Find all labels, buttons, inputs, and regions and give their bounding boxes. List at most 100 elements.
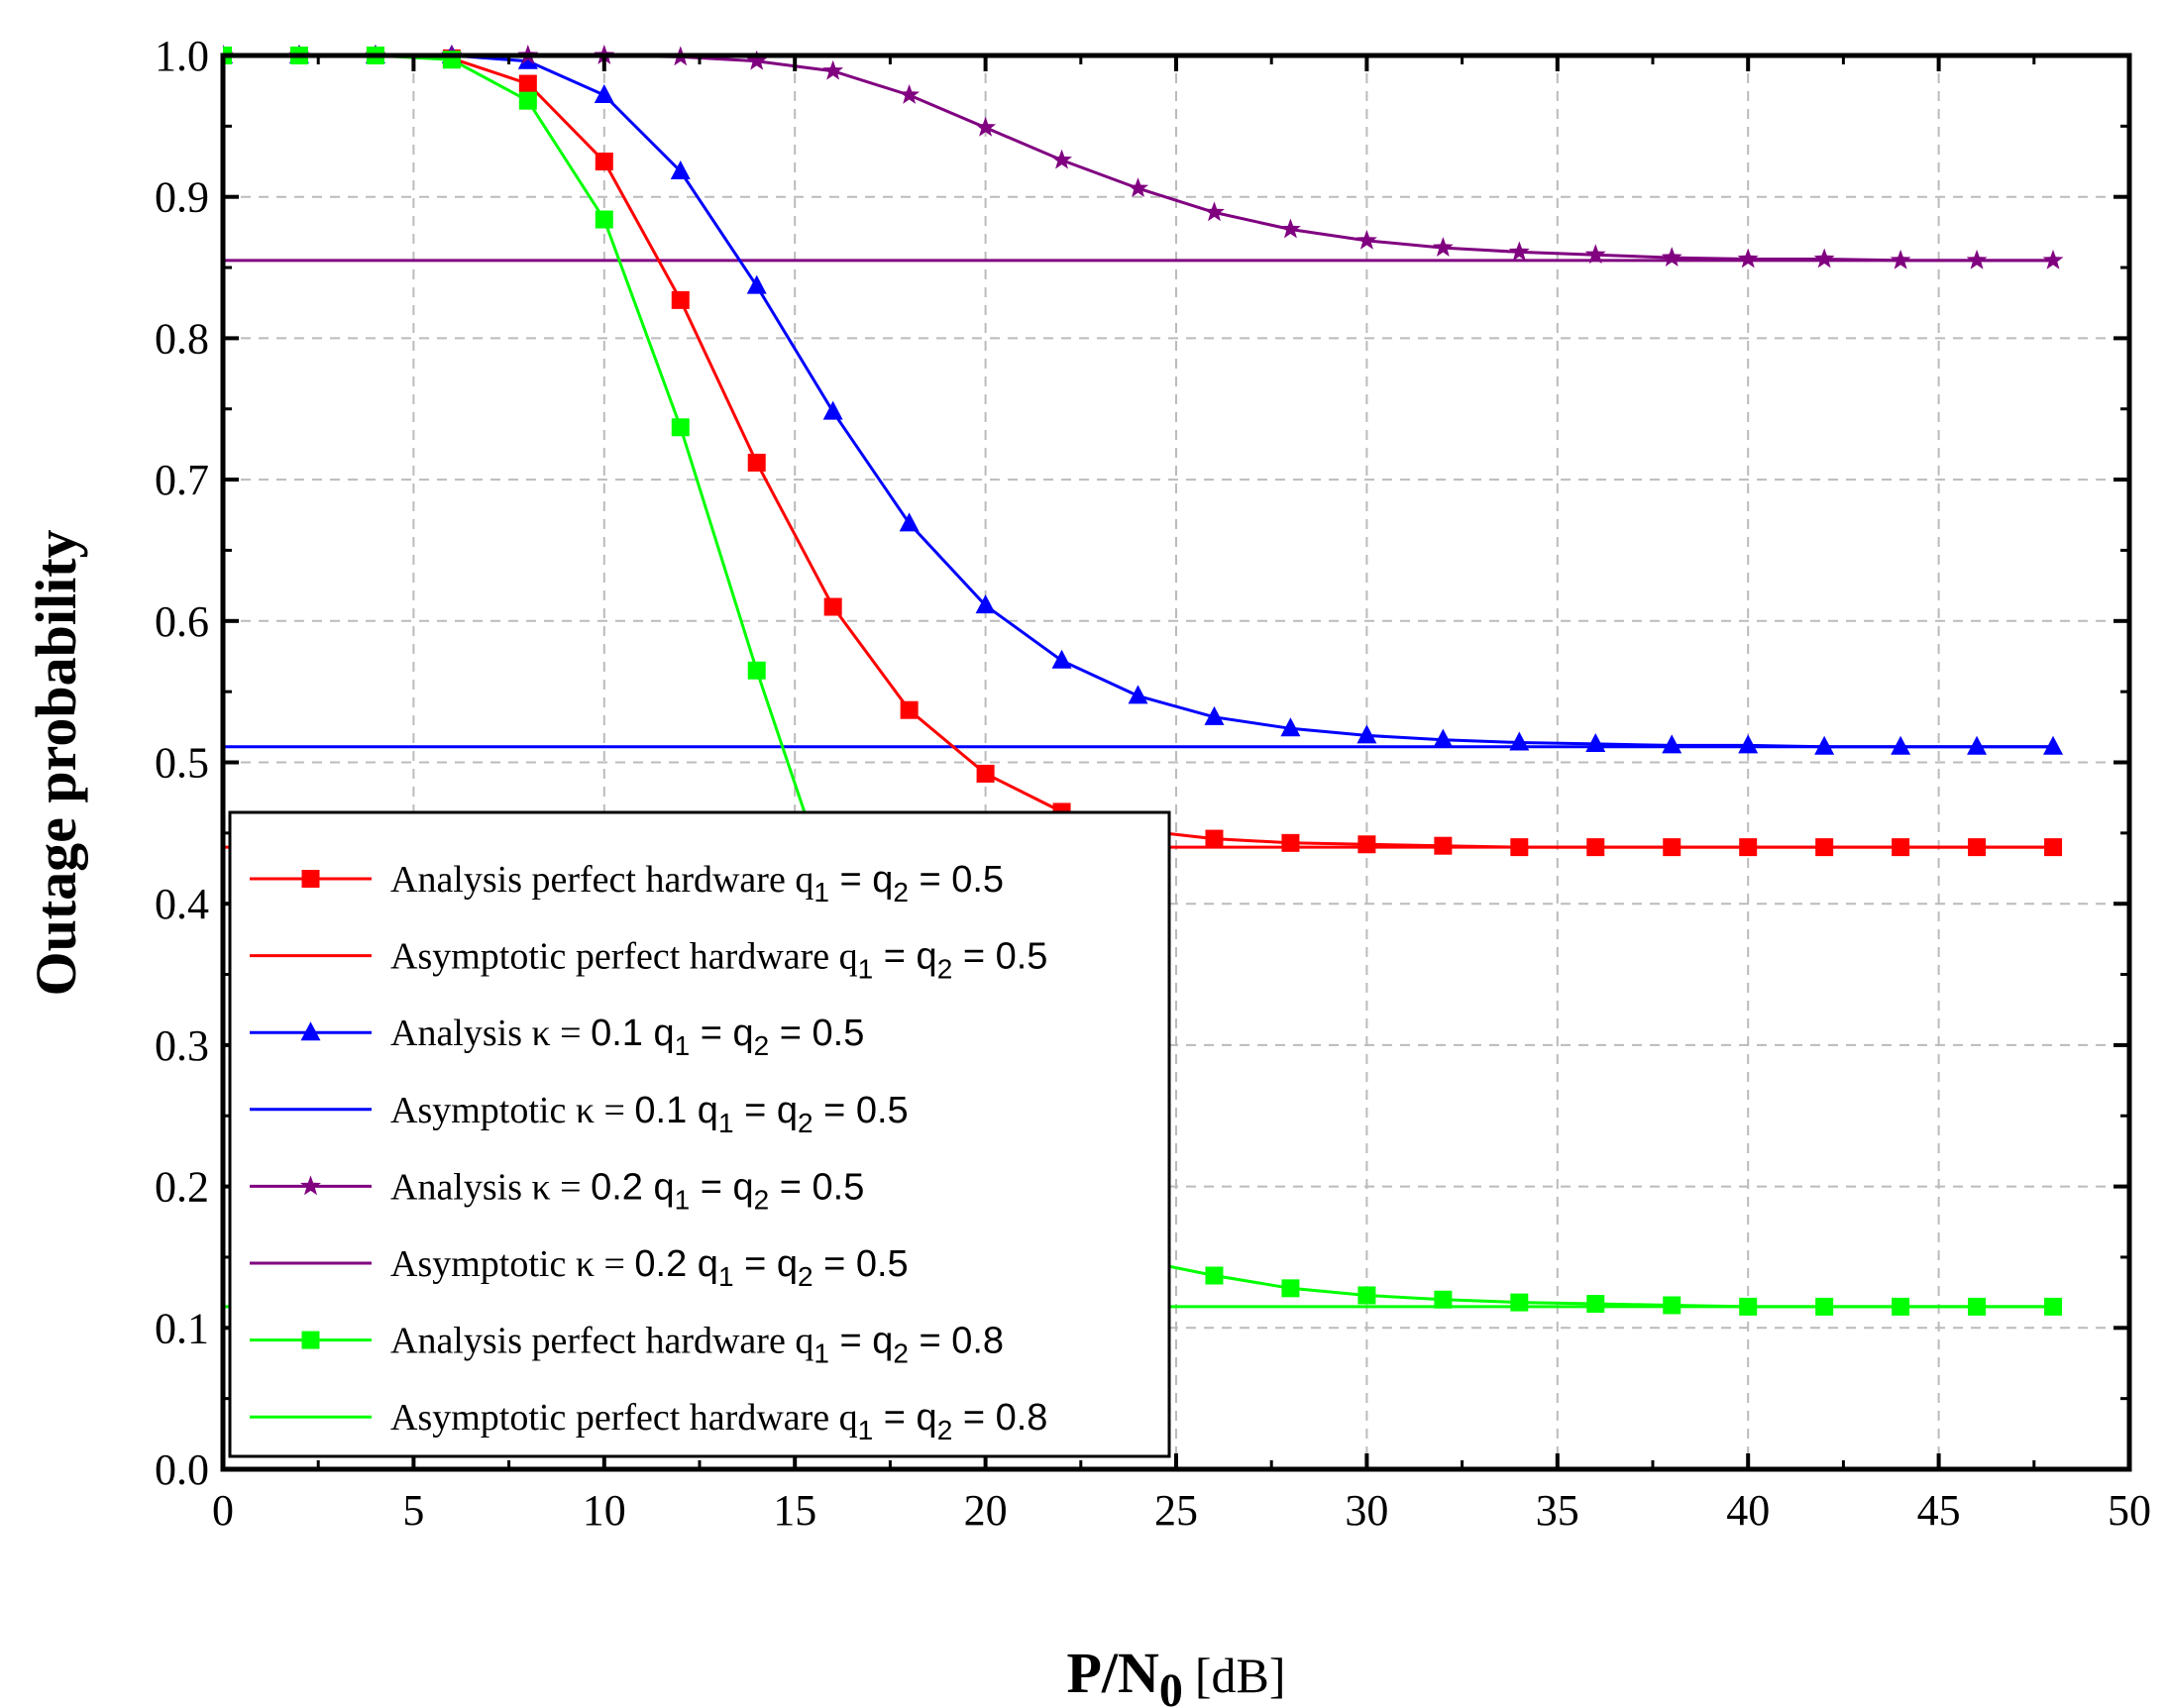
data-point [1357,835,1376,854]
data-point [1890,249,1911,269]
data-point [1813,248,1835,268]
data-point [746,274,767,294]
data-point [1205,1266,1224,1285]
legend-entry: Asymptotic κ = 0.2 q1 = q2 = 0.5 [250,1243,909,1292]
x-tick-label: 35 [1536,1486,1579,1535]
data-point [1966,249,1988,269]
legend-swatch-marker [301,870,320,888]
data-point [1661,247,1682,267]
legend: Analysis perfect hardware q1 = q2 = 0.5 A… [228,810,1171,1458]
data-point [1434,1290,1453,1309]
data-point [1737,248,1759,268]
series-3 [223,45,2064,755]
data-point [595,153,613,171]
x-tick-label: 50 [2108,1486,2151,1535]
legend-box [228,810,1171,1458]
x-axis-title-unit: [dB] [1195,1648,1286,1703]
x-tick-label: 40 [1726,1486,1770,1535]
data-point [1815,1297,1834,1316]
data-point [1968,838,1987,857]
data-point [1509,731,1530,751]
legend-label: Asymptotic κ = 0.2 q1 = q2 = 0.5 [390,1243,909,1292]
data-point [822,400,843,420]
data-point [822,59,844,80]
data-point [1355,229,1377,250]
data-point [823,597,842,616]
y-axis-title: Outage probability [24,529,88,996]
legend-swatch-marker [301,1331,320,1349]
data-point [670,160,691,180]
legend-entry: Asymptotic perfect hardware q1 = q2 = 0.… [250,1397,1047,1445]
data-point [1738,734,1759,754]
x-tick-label: 20 [964,1486,1008,1535]
legend-entry: Analysis κ = 0.2 q1 = q2 = 0.5 [250,1166,864,1215]
data-point [1357,1286,1376,1305]
data-point [1662,734,1682,754]
series-layer [223,45,2064,1316]
data-point [975,594,996,614]
data-point [1204,201,1225,222]
data-point [1739,1297,1758,1316]
y-tick-label: 0.2 [155,1163,209,1212]
data-point [518,74,537,93]
legend-entry: Analysis perfect hardware q1 = q2 = 0.5 [250,859,1004,907]
data-point [1356,724,1377,744]
data-point [1205,829,1224,848]
y-tick-label: 0.5 [155,739,209,788]
data-point [1891,735,1911,755]
data-point [746,50,768,70]
legend-label: Analysis κ = 0.1 q1 = q2 = 0.5 [390,1013,864,1061]
data-point [1051,149,1072,169]
legend-entry: Analysis κ = 0.1 q1 = q2 = 0.5 [250,1013,864,1061]
data-point [1433,728,1454,748]
data-point [899,84,921,104]
data-point [975,116,997,137]
data-point [2043,735,2064,755]
legend-entry: Asymptotic κ = 0.1 q1 = q2 = 0.5 [250,1090,909,1138]
data-point [900,700,919,719]
legend-entry: Asymptotic perfect hardware q1 = q2 = 0.… [250,936,1047,985]
data-point [1586,838,1605,857]
data-point [1281,833,1300,852]
x-axis-title-subscript: 0 [1159,1664,1183,1708]
data-point [1434,836,1453,855]
x-axis-title: P/N0 [dB] [1066,1641,1285,1708]
data-point [1281,1279,1300,1298]
x-tick-label: 15 [773,1486,816,1535]
data-point [747,661,766,680]
y-tick-label: 0.7 [155,456,209,504]
x-tick-label: 30 [1345,1486,1388,1535]
legend-entry: Analysis perfect hardware q1 = q2 = 0.8 [250,1321,1004,1369]
data-point [1892,838,1910,857]
data-point [671,418,690,437]
legend-label: Asymptotic perfect hardware q1 = q2 = 0.… [390,1397,1047,1445]
y-tick-label: 0.0 [155,1445,209,1494]
data-point [1280,717,1301,737]
legend-label: Analysis κ = 0.2 q1 = q2 = 0.5 [390,1166,864,1215]
data-point [1586,1295,1605,1314]
data-point [1814,735,1835,755]
data-point [899,512,920,532]
data-point [1585,732,1606,752]
y-tick-label: 1.0 [155,32,209,80]
legend-label: Analysis perfect hardware q1 = q2 = 0.8 [390,1321,1004,1369]
data-point [2044,838,2063,857]
y-tick-label: 0.6 [155,597,209,646]
data-point [1128,177,1148,197]
x-tick-label: 0 [212,1486,234,1535]
x-tick-label: 25 [1154,1486,1198,1535]
legend-label: Asymptotic κ = 0.1 q1 = q2 = 0.5 [390,1090,909,1138]
data-point [1815,838,1834,857]
data-point [1280,218,1301,239]
data-point [518,91,537,110]
data-point [747,453,766,472]
legend-swatch-marker [300,1175,321,1196]
data-point [1432,237,1454,257]
data-point [671,290,690,309]
data-point [1739,838,1758,857]
x-tick-label: 10 [583,1486,626,1535]
data-point [1510,838,1529,857]
y-tick-label: 0.8 [155,314,209,363]
data-point [1663,1296,1681,1315]
data-point [1508,241,1530,262]
